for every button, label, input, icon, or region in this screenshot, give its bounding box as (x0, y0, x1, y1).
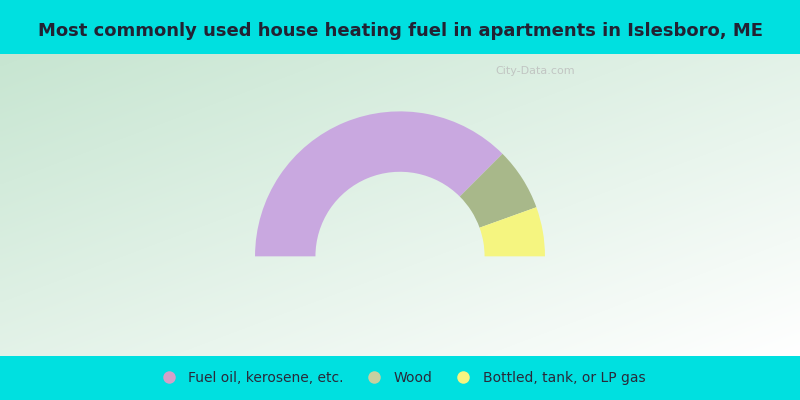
Text: Most commonly used house heating fuel in apartments in Islesboro, ME: Most commonly used house heating fuel in… (38, 22, 762, 40)
Text: City-Data.com: City-Data.com (495, 66, 575, 76)
Wedge shape (460, 154, 536, 228)
Wedge shape (479, 207, 545, 256)
Wedge shape (255, 111, 502, 256)
Legend: Fuel oil, kerosene, etc., Wood, Bottled, tank, or LP gas: Fuel oil, kerosene, etc., Wood, Bottled,… (150, 366, 650, 390)
